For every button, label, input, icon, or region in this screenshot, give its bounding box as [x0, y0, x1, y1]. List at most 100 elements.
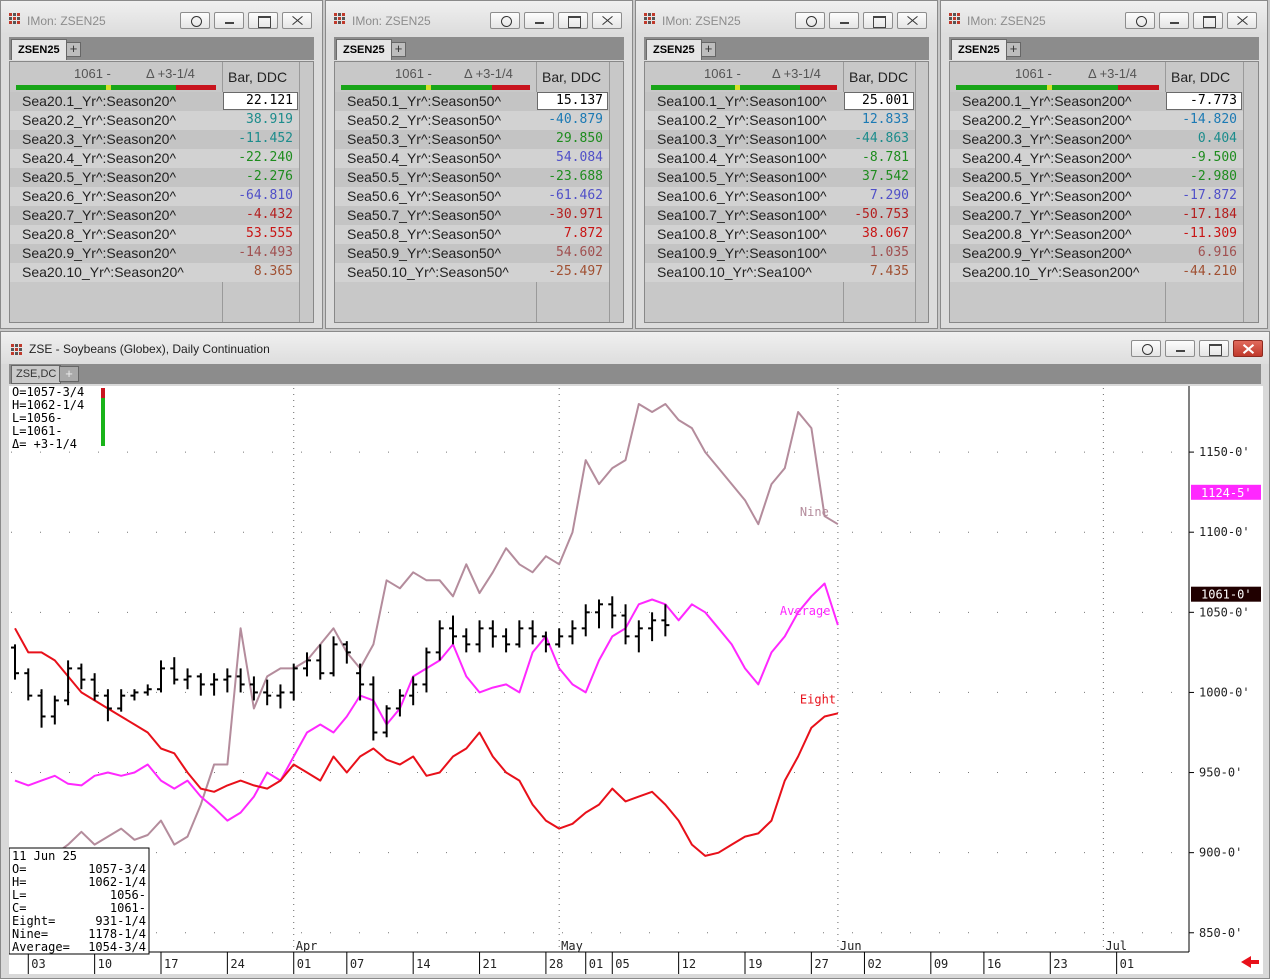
list-item[interactable]: Sea200.8_Yr^:Season200^ -11.309 — [950, 225, 1243, 244]
cursor-readout-box — [9, 847, 150, 955]
list-item[interactable]: Sea100.8_Yr^:Season100^ 38.067 — [645, 225, 915, 244]
list-item[interactable]: Sea50.6_Yr^:Season50^ -61.462 — [335, 187, 609, 206]
list-item[interactable]: Sea50.4_Yr^:Season50^ 54.084 — [335, 149, 609, 168]
close-button[interactable] — [1233, 340, 1263, 357]
list-item[interactable]: Sea50.8_Yr^:Season50^ 7.872 — [335, 225, 609, 244]
y-tick-label: 1050-0' — [1199, 605, 1250, 619]
list-item[interactable]: Sea200.4_Yr^:Season200^ -9.500 — [950, 149, 1243, 168]
list-item[interactable]: Sea100.3_Yr^:Season100^ -44.863 — [645, 130, 915, 149]
list-item[interactable]: Sea20.5_Yr^:Season20^ -2.276 — [10, 168, 299, 187]
minimize-button[interactable] — [1165, 340, 1195, 357]
tab-zse-dc[interactable]: ZSE,DC — [11, 365, 62, 384]
list-item[interactable]: Sea50.7_Yr^:Season50^ -30.971 — [335, 206, 609, 225]
list-item[interactable]: Sea100.1_Yr^:Season100^ 25.001 — [645, 92, 915, 111]
price-chart[interactable]: 1150-0' 1100-0' 1050-0' 1000-0' 950-0' 900-0'… — [9, 386, 1263, 974]
list-item[interactable]: Sea50.1_Yr^:Season50^ 15.137 — [335, 92, 609, 111]
tab-zsen25[interactable]: ZSEN25 — [11, 39, 67, 60]
list-item[interactable]: Sea50.10_Yr^:Season50^ -25.497 — [335, 263, 609, 282]
list-item[interactable]: Sea50.5_Yr^:Season50^ -23.688 — [335, 168, 609, 187]
list-item[interactable]: Sea20.7_Yr^:Season20^ -4.432 — [10, 206, 299, 225]
imon-titlebar[interactable]: IMon: ZSEN25 — [326, 1, 632, 33]
list-item[interactable]: Sea200.5_Yr^:Season200^ -2.980 — [950, 168, 1243, 187]
link-circle-button[interactable] — [1131, 340, 1161, 357]
tab-zsen25[interactable]: ZSEN25 — [336, 39, 392, 60]
add-tab-button[interactable]: + — [1006, 42, 1021, 57]
month-label: Jul — [1105, 939, 1127, 953]
column-header[interactable]: Bar, DDC — [849, 69, 909, 85]
study-label: Sea200.1_Yr^:Season200^ — [962, 93, 1132, 109]
add-tab-button[interactable]: + — [701, 42, 716, 57]
list-item[interactable]: Sea100.7_Yr^:Season100^ -50.753 — [645, 206, 915, 225]
scroll-left-arrow-icon[interactable] — [1241, 956, 1259, 968]
list-item[interactable]: Sea20.1_Yr^:Season20^ 22.121 — [10, 92, 299, 111]
change-bar-red — [101, 388, 105, 398]
close-button[interactable] — [1227, 12, 1257, 29]
list-item[interactable]: Sea100.10_Yr^:Sea100^ 7.435 — [645, 263, 915, 282]
maximize-button[interactable] — [558, 12, 588, 29]
close-button[interactable] — [592, 12, 622, 29]
minimize-button[interactable] — [1159, 12, 1189, 29]
list-item[interactable]: Sea100.6_Yr^:Season100^ 7.290 — [645, 187, 915, 206]
minimize-button[interactable] — [214, 12, 244, 29]
cursor-value: 931-1/4 — [95, 914, 146, 928]
list-item[interactable]: Sea200.7_Yr^:Season200^ -17.184 — [950, 206, 1243, 225]
list-item[interactable]: Sea100.5_Yr^:Season100^ 37.542 — [645, 168, 915, 187]
chart-background — [9, 386, 1263, 974]
list-item[interactable]: Sea200.3_Yr^:Season200^ 0.404 — [950, 130, 1243, 149]
list-item[interactable]: Sea50.3_Yr^:Season50^ 29.850 — [335, 130, 609, 149]
list-item[interactable]: Sea200.9_Yr^:Season200^ 6.916 — [950, 244, 1243, 263]
list-item[interactable]: Sea20.2_Yr^:Season20^ 38.919 — [10, 111, 299, 130]
link-circle-button[interactable] — [180, 12, 210, 29]
link-circle-button[interactable] — [1125, 12, 1155, 29]
tab-zsen25[interactable]: ZSEN25 — [951, 39, 1007, 60]
study-label: Sea200.8_Yr^:Season200^ — [962, 226, 1132, 242]
list-item[interactable]: Sea200.6_Yr^:Season200^ -17.872 — [950, 187, 1243, 206]
imon-title: IMon: ZSEN25 — [967, 14, 1046, 28]
chart-window-titlebar[interactable]: ZSE - Soybeans (Globex), Daily Continuat… — [1, 332, 1269, 364]
list-item[interactable]: Sea100.4_Yr^:Season100^ -8.781 — [645, 149, 915, 168]
maximize-button[interactable] — [1199, 340, 1229, 357]
list-item[interactable]: Sea200.10_Yr^:Season200^ -44.210 — [950, 263, 1243, 282]
close-button[interactable] — [282, 12, 312, 29]
list-item[interactable]: Sea200.1_Yr^:Season200^ -7.773 — [950, 92, 1243, 111]
study-label: Sea200.4_Yr^:Season200^ — [962, 150, 1132, 166]
list-item[interactable]: Sea100.9_Yr^:Season100^ 1.035 — [645, 244, 915, 263]
study-value: 53.555 — [246, 226, 293, 241]
column-header[interactable]: Bar, DDC — [542, 69, 602, 85]
chart-window-title: ZSE - Soybeans (Globex), Daily Continuat… — [29, 342, 270, 356]
add-tab-button[interactable]: + — [66, 42, 81, 57]
imon-grid: 1061 - Δ +3-1/4 Bar, DDC Sea50.1_Yr^:Sea… — [334, 61, 624, 323]
list-item[interactable]: Sea200.2_Yr^:Season200^ -14.820 — [950, 111, 1243, 130]
imon-titlebar[interactable]: IMon: ZSEN25 — [1, 1, 322, 33]
maximize-button[interactable] — [248, 12, 278, 29]
list-item[interactable]: Sea20.6_Yr^:Season20^ -64.810 — [10, 187, 299, 206]
add-tab-button[interactable]: + — [59, 366, 79, 382]
study-label: Sea100.3_Yr^:Season100^ — [657, 131, 827, 147]
list-item[interactable]: Sea20.9_Yr^:Season20^ -14.493 — [10, 244, 299, 263]
minimize-button[interactable] — [829, 12, 859, 29]
list-item[interactable]: Sea100.2_Yr^:Season100^ 12.833 — [645, 111, 915, 130]
cursor-value: 1061- — [110, 901, 146, 915]
link-circle-button[interactable] — [795, 12, 825, 29]
add-tab-button[interactable]: + — [391, 42, 406, 57]
list-item[interactable]: Sea20.3_Yr^:Season20^ -11.452 — [10, 130, 299, 149]
list-item[interactable]: Sea20.10_Yr^:Season20^ 8.365 — [10, 263, 299, 282]
maximize-button[interactable] — [863, 12, 893, 29]
minimize-button[interactable] — [524, 12, 554, 29]
list-item[interactable]: Sea20.8_Yr^:Season20^ 53.555 — [10, 225, 299, 244]
link-circle-button[interactable] — [490, 12, 520, 29]
imon-grid: 1061 - Δ +3-1/4 Bar, DDC Sea20.1_Yr^:Sea… — [9, 61, 314, 323]
maximize-button[interactable] — [1193, 12, 1223, 29]
study-value: 38.919 — [246, 112, 293, 127]
chart-tab-bar: ZSE,DC + — [9, 364, 1261, 384]
imon-titlebar[interactable]: IMon: ZSEN25 — [636, 1, 937, 33]
column-header[interactable]: Bar, DDC — [228, 69, 288, 85]
study-label: Sea50.7_Yr^:Season50^ — [347, 207, 502, 223]
imon-titlebar[interactable]: IMon: ZSEN25 — [941, 1, 1267, 33]
close-button[interactable] — [897, 12, 927, 29]
list-item[interactable]: Sea20.4_Yr^:Season20^ -22.240 — [10, 149, 299, 168]
list-item[interactable]: Sea50.9_Yr^:Season50^ 54.602 — [335, 244, 609, 263]
list-item[interactable]: Sea50.2_Yr^:Season50^ -40.879 — [335, 111, 609, 130]
column-header[interactable]: Bar, DDC — [1171, 69, 1231, 85]
tab-zsen25[interactable]: ZSEN25 — [646, 39, 702, 60]
